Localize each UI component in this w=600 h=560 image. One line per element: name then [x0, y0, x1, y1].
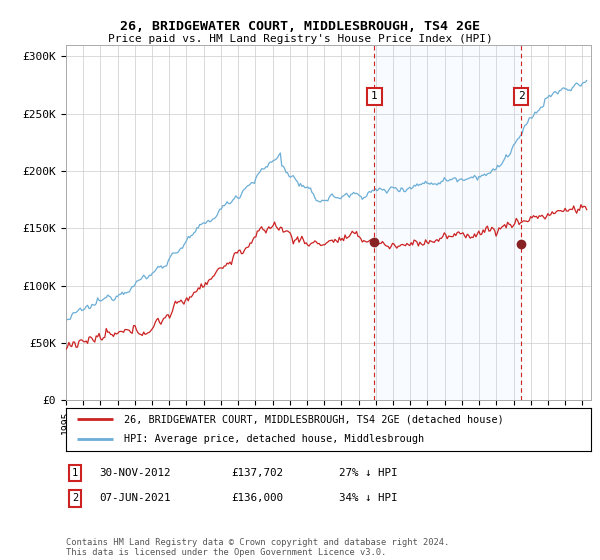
Text: 2: 2 [518, 91, 524, 101]
Text: 2: 2 [72, 493, 78, 503]
Bar [374, 45, 521, 400]
Text: 27% ↓ HPI: 27% ↓ HPI [339, 468, 397, 478]
Text: £137,702: £137,702 [231, 468, 283, 478]
Text: 30-NOV-2012: 30-NOV-2012 [99, 468, 170, 478]
Text: HPI: Average price, detached house, Middlesbrough: HPI: Average price, detached house, Midd… [124, 434, 424, 444]
Text: 26, BRIDGEWATER COURT, MIDDLESBROUGH, TS4 2GE (detached house): 26, BRIDGEWATER COURT, MIDDLESBROUGH, TS… [124, 414, 503, 424]
Text: 1: 1 [72, 468, 78, 478]
Text: 07-JUN-2021: 07-JUN-2021 [99, 493, 170, 503]
Text: 1: 1 [371, 91, 378, 101]
Text: £136,000: £136,000 [231, 493, 283, 503]
Text: Price paid vs. HM Land Registry's House Price Index (HPI): Price paid vs. HM Land Registry's House … [107, 34, 493, 44]
Text: 26, BRIDGEWATER COURT, MIDDLESBROUGH, TS4 2GE: 26, BRIDGEWATER COURT, MIDDLESBROUGH, TS… [120, 20, 480, 32]
Text: Contains HM Land Registry data © Crown copyright and database right 2024.
This d: Contains HM Land Registry data © Crown c… [66, 538, 449, 557]
Text: 34% ↓ HPI: 34% ↓ HPI [339, 493, 397, 503]
